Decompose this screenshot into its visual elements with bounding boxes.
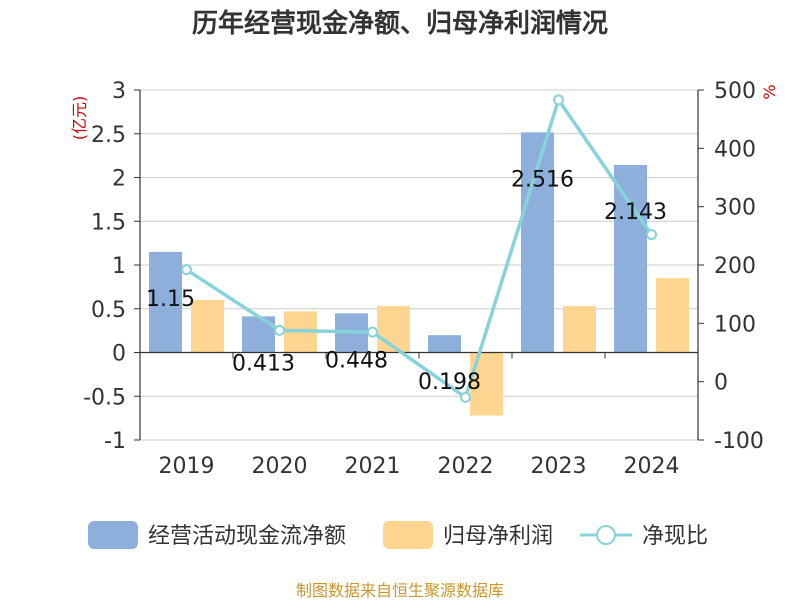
right-tick-label: 0 (714, 371, 728, 396)
x-tick-label: 2022 (438, 454, 494, 479)
data-label-2024: 2.143 (604, 200, 667, 225)
right-axis-unit: % (760, 84, 779, 99)
x-tick-label: 2021 (345, 454, 401, 479)
data-label-2022: 0.198 (418, 370, 481, 395)
right-tick-label: 500 (714, 79, 756, 104)
left-tick-label: -1 (104, 429, 126, 454)
profit-bar-2019 (191, 300, 224, 353)
legend-label-ratio: 净现比 (642, 524, 708, 549)
data-label-2021: 0.448 (325, 348, 388, 373)
left-tick-label: 2 (112, 167, 126, 192)
data-labels: 1.15 0.413 0.448 0.198 2.516 2.143 (146, 167, 667, 395)
left-tick-label: 0.5 (91, 298, 126, 323)
cashflow-bar-2019 (149, 251, 182, 353)
x-tick-label: 2020 (252, 454, 308, 479)
ratio-point-2022 (460, 391, 471, 403)
right-tick-label: 100 (714, 312, 756, 337)
cashflow-bar-2022 (428, 335, 461, 353)
cashflow-bar-2024 (614, 164, 647, 353)
cashflow-bar-2020 (242, 316, 275, 353)
axes: -1 -0.5 0 0.5 1 1.5 2 2.5 3 -100 0 100 200 300 400 500 2… (83, 79, 764, 479)
ratio-point-2024 (646, 229, 657, 241)
source-note: 制图数据来自恒生聚源数据库 (296, 581, 504, 600)
right-tick-label: 200 (714, 254, 756, 279)
legend-swatch-cashflow (88, 521, 138, 549)
gridlines (140, 89, 698, 441)
ratio-line (181, 94, 657, 403)
legend-swatch-profit (383, 521, 433, 549)
left-tick-label: 0 (112, 342, 126, 367)
right-tick-label: -100 (714, 429, 764, 454)
right-tick-label: 300 (714, 196, 756, 221)
chart-title: 历年经营现金净额、归母净利润情况 (192, 8, 608, 39)
legend-label-profit: 归母净利润 (443, 524, 553, 549)
ratio-point-2020 (274, 324, 285, 336)
ratio-line-path (185, 98, 653, 400)
ratio-point-2019 (181, 264, 192, 276)
legend[interactable]: 经营活动现金流净额 归母净利润 净现比 (88, 521, 708, 549)
legend-label-cashflow: 经营活动现金流净额 (148, 524, 346, 549)
left-tick-label: -0.5 (83, 385, 126, 410)
x-tick-label: 2023 (531, 454, 587, 479)
ratio-point-2023 (553, 94, 564, 106)
left-axis-unit: (亿元) (70, 96, 89, 141)
ratio-point-2021 (367, 326, 378, 338)
bars (149, 132, 689, 416)
x-tick-label: 2019 (159, 454, 215, 479)
profit-bar-2024 (656, 278, 689, 353)
left-tick-label: 1.5 (91, 210, 126, 235)
data-label-2023: 2.516 (511, 167, 574, 192)
left-tick-label: 2.5 (91, 123, 126, 148)
left-tick-label: 1 (112, 254, 126, 279)
data-label-2020: 0.413 (232, 351, 295, 376)
legend-marker-ratio (596, 525, 616, 545)
profit-bar-2023 (563, 306, 596, 353)
x-tick-label: 2024 (624, 454, 680, 479)
right-tick-label: 400 (714, 137, 756, 162)
left-tick-label: 3 (112, 79, 126, 104)
data-label-2019: 1.15 (146, 287, 195, 312)
